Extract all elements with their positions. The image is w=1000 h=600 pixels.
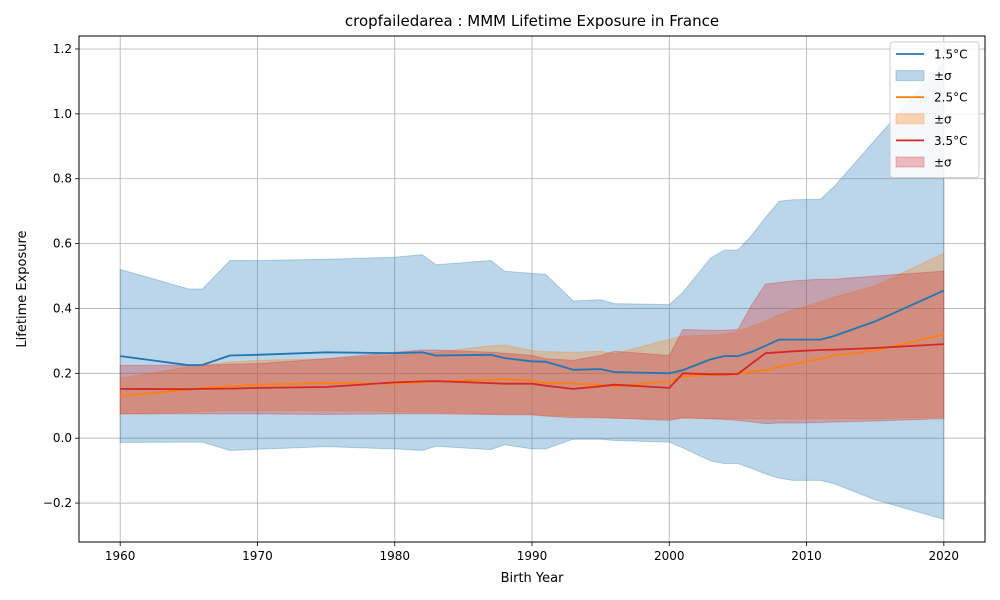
legend-label: 2.5°C [934,91,967,105]
series-lines [120,289,945,397]
sigma-band-1 [119,252,945,420]
legend-band-swatch [895,70,925,82]
sigma-bands [119,60,945,520]
y-tick-label: 1.2 [53,42,72,56]
x-axis-ticks: 1960 1970 1980 1990 2000 2010 2020 [105,542,959,563]
grid [79,36,985,542]
y-tick-label: 0.6 [53,237,72,251]
legend: 1.5°C ±σ 2.5°C ±σ 3.5°C ±σ [889,41,980,179]
x-tick-label: 1970 [242,549,273,563]
series-line-1 [120,333,945,397]
y-tick-label: 1.0 [53,107,72,121]
series-line-2 [120,343,944,391]
x-tick-label: 2020 [929,549,960,563]
x-tick-label: 1980 [379,549,410,563]
x-axis-label: Birth Year [501,571,565,586]
chart-title: cropfailedarea : MMM Lifetime Exposure i… [345,12,719,30]
legend-label: 3.5°C [934,134,967,148]
legend-band-swatch [895,156,925,168]
x-tick-label: 1990 [517,549,548,563]
legend-band-label: ±σ [934,69,952,83]
legend-band-label: ±σ [934,156,952,170]
y-tick-label: 0.2 [53,366,72,380]
y-tick-label: 0.0 [53,431,72,445]
y-tick-label: 0.4 [53,301,72,315]
x-tick-label: 2000 [654,549,685,563]
sigma-band-0 [119,60,945,520]
y-tick-label: 0.8 [53,172,72,186]
series-line-0 [120,289,945,375]
legend-label: 1.5°C [934,48,967,62]
legend-box [889,41,980,179]
sigma-band-2 [119,270,945,425]
x-tick-label: 2010 [791,549,822,563]
legend-band-swatch [895,113,925,125]
y-tick-label: −0.2 [43,496,72,510]
legend-band-label: ±σ [934,112,952,126]
y-axis-ticks: −0.2 0.0 0.2 0.4 0.6 0.8 1.0 1.2 [43,42,79,510]
y-axis-label: Lifetime Exposure [15,230,30,347]
x-tick-label: 1960 [105,549,136,563]
